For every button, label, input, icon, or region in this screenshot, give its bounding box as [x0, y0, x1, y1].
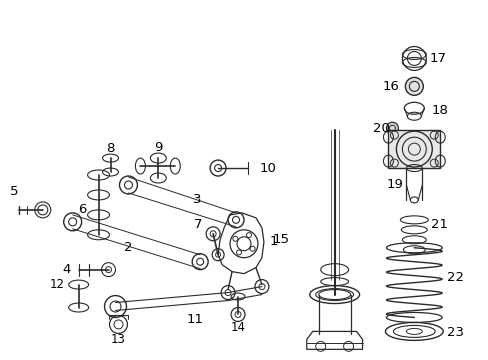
Text: 1: 1 — [269, 235, 278, 248]
Text: 6: 6 — [78, 203, 87, 216]
Text: 23: 23 — [447, 326, 463, 339]
Text: 5: 5 — [10, 185, 18, 198]
Text: 15: 15 — [272, 233, 289, 246]
Text: 4: 4 — [62, 263, 71, 276]
Text: 7: 7 — [193, 218, 202, 231]
Bar — [387, 130, 439, 168]
Text: 8: 8 — [106, 141, 115, 155]
Text: 3: 3 — [193, 193, 201, 206]
Text: 10: 10 — [260, 162, 276, 175]
Text: 16: 16 — [382, 80, 399, 93]
Text: 17: 17 — [428, 52, 446, 65]
Text: 21: 21 — [430, 218, 447, 231]
Text: 18: 18 — [430, 104, 447, 117]
Text: 9: 9 — [154, 141, 162, 154]
Text: 2: 2 — [124, 241, 132, 254]
Text: 13: 13 — [111, 333, 126, 346]
Text: 12: 12 — [50, 278, 64, 291]
Circle shape — [405, 77, 423, 95]
Text: 11: 11 — [186, 313, 203, 326]
Text: 22: 22 — [447, 271, 463, 284]
Text: 14: 14 — [230, 321, 245, 334]
Circle shape — [386, 122, 398, 134]
Text: 20: 20 — [372, 122, 388, 135]
Text: 19: 19 — [386, 179, 403, 192]
